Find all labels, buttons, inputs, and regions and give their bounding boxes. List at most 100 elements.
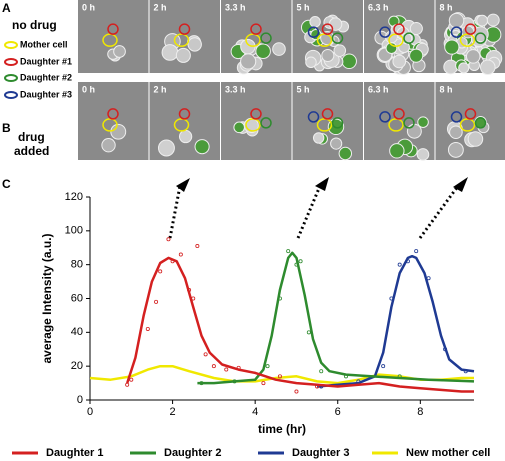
data-point bbox=[319, 369, 324, 374]
cell bbox=[175, 47, 191, 63]
cell-outline bbox=[173, 118, 190, 132]
time-label: 8 h bbox=[440, 2, 453, 12]
cell-outline bbox=[102, 33, 118, 47]
cell bbox=[409, 22, 423, 36]
fit-line bbox=[126, 256, 474, 393]
y-tick-label: 60 bbox=[71, 292, 83, 304]
data-point bbox=[195, 244, 200, 249]
legend-text: Daughter #1 bbox=[20, 56, 72, 66]
cell bbox=[458, 62, 470, 74]
micrograph: 6.3 h bbox=[364, 82, 435, 161]
cell-outline bbox=[260, 32, 272, 44]
cell-outline bbox=[464, 23, 477, 35]
time-label: 0 h bbox=[82, 84, 95, 94]
y-tick-label: 40 bbox=[71, 326, 83, 338]
cell-outline bbox=[331, 117, 344, 129]
cell bbox=[409, 48, 424, 63]
data-point bbox=[158, 269, 163, 274]
cell bbox=[465, 49, 481, 64]
cell bbox=[272, 42, 286, 56]
cell bbox=[416, 148, 430, 161]
cell-outline bbox=[331, 32, 344, 44]
cell-outline bbox=[250, 23, 262, 35]
time-label: 6.3 h bbox=[368, 2, 389, 12]
cell bbox=[392, 54, 407, 69]
cell bbox=[312, 132, 325, 144]
cell bbox=[310, 29, 322, 41]
cell bbox=[467, 131, 484, 147]
arrowhead bbox=[315, 177, 329, 191]
cell-outline bbox=[245, 118, 261, 132]
cell bbox=[330, 137, 343, 150]
cell-outline bbox=[459, 118, 476, 132]
cell-outline bbox=[393, 108, 405, 120]
cell bbox=[448, 12, 465, 29]
x-tick-label: 4 bbox=[252, 406, 258, 418]
cell bbox=[406, 123, 422, 139]
data-point bbox=[129, 377, 134, 382]
cell bbox=[101, 138, 116, 153]
data-point bbox=[298, 259, 303, 264]
legend-swatch bbox=[4, 41, 18, 49]
data-point bbox=[145, 326, 150, 331]
y-tick-label: 0 bbox=[77, 394, 83, 406]
micrograph: 2 h bbox=[149, 82, 220, 160]
time-label: 6.3 h bbox=[368, 84, 389, 94]
cell-outline bbox=[107, 23, 119, 35]
cell-outline bbox=[388, 33, 404, 47]
panel-label: B bbox=[2, 121, 11, 135]
cell-outline bbox=[316, 33, 333, 47]
cell bbox=[341, 53, 357, 70]
arrowhead bbox=[176, 178, 190, 192]
data-point bbox=[154, 299, 159, 304]
y-axis-label: average Intensity (a.u.) bbox=[40, 233, 54, 363]
cell-outline bbox=[464, 108, 477, 120]
legend-text: Daughter #3 bbox=[20, 89, 72, 99]
y-tick-label: 20 bbox=[71, 360, 83, 372]
data-point bbox=[381, 364, 386, 369]
cell-outline bbox=[321, 23, 334, 35]
micrograph: 8 h bbox=[435, 82, 505, 160]
arrow bbox=[168, 185, 182, 239]
data-point bbox=[397, 262, 402, 267]
time-label: 8 h bbox=[440, 84, 453, 94]
cell bbox=[333, 44, 347, 57]
cell bbox=[417, 116, 429, 128]
cell-outline bbox=[102, 118, 118, 132]
data-point bbox=[306, 330, 311, 335]
cell bbox=[449, 125, 463, 140]
data-point bbox=[166, 237, 171, 242]
time-label: 5 h bbox=[297, 84, 310, 94]
micrograph: 8 h bbox=[435, 0, 505, 76]
legend-text: New mother cell bbox=[406, 447, 490, 459]
panel-label: A bbox=[2, 1, 11, 15]
x-tick-label: 2 bbox=[170, 406, 176, 418]
micrograph: 0 h bbox=[78, 82, 149, 160]
legend-text: Daughter 2 bbox=[164, 447, 221, 459]
cell bbox=[328, 17, 343, 31]
cell bbox=[389, 143, 405, 159]
micrograph: 6.3 h bbox=[364, 0, 435, 75]
data-point bbox=[203, 352, 208, 357]
cell-outline bbox=[173, 33, 190, 47]
time-label: 0 h bbox=[82, 2, 95, 12]
cell-outline bbox=[307, 111, 320, 123]
cell-outline bbox=[459, 33, 476, 47]
cell-outline bbox=[474, 117, 487, 129]
cell bbox=[240, 53, 257, 70]
legend-swatch bbox=[4, 74, 18, 82]
time-label: 5 h bbox=[297, 2, 310, 12]
data-point bbox=[414, 249, 419, 254]
cell bbox=[110, 123, 127, 140]
micrograph: 2 h bbox=[149, 0, 220, 73]
cell-outline bbox=[403, 32, 415, 44]
x-tick-label: 8 bbox=[417, 406, 423, 418]
cell-outline bbox=[245, 33, 261, 47]
condition-label: drug added bbox=[14, 130, 49, 158]
y-tick-label: 80 bbox=[71, 259, 83, 271]
cell bbox=[161, 44, 179, 61]
micrograph-bg bbox=[292, 82, 363, 160]
data-point bbox=[265, 364, 270, 369]
time-label: 3.3 h bbox=[225, 84, 246, 94]
